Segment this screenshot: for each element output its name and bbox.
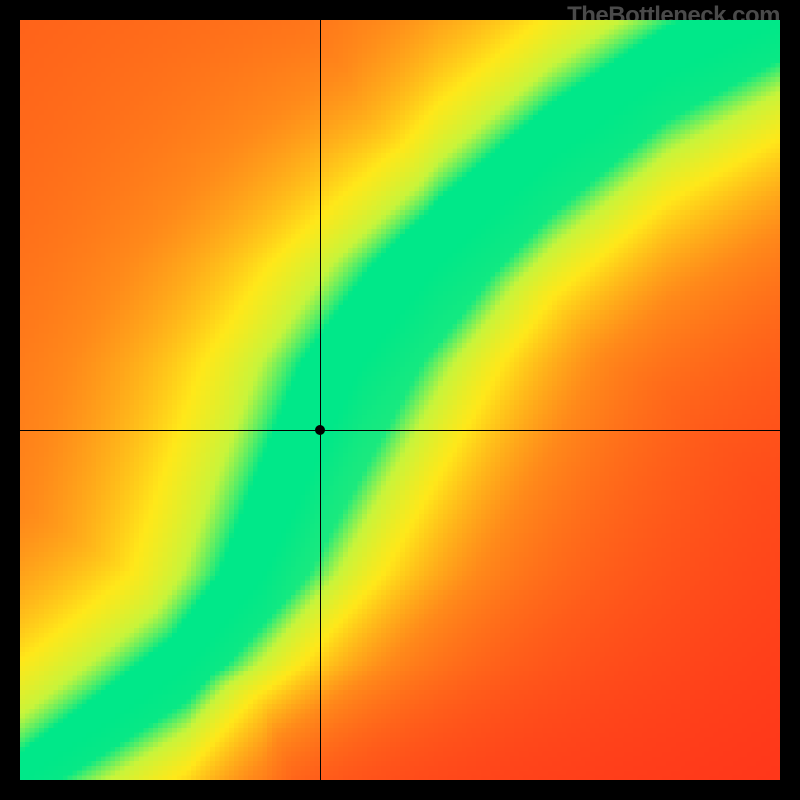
plot-area [20,20,780,780]
crosshair-vertical [320,20,321,780]
crosshair-horizontal [20,430,780,431]
chart-frame: { "watermark": { "text": "TheBottleneck.… [0,0,800,800]
data-point-marker [315,425,325,435]
heatmap-canvas [20,20,780,780]
